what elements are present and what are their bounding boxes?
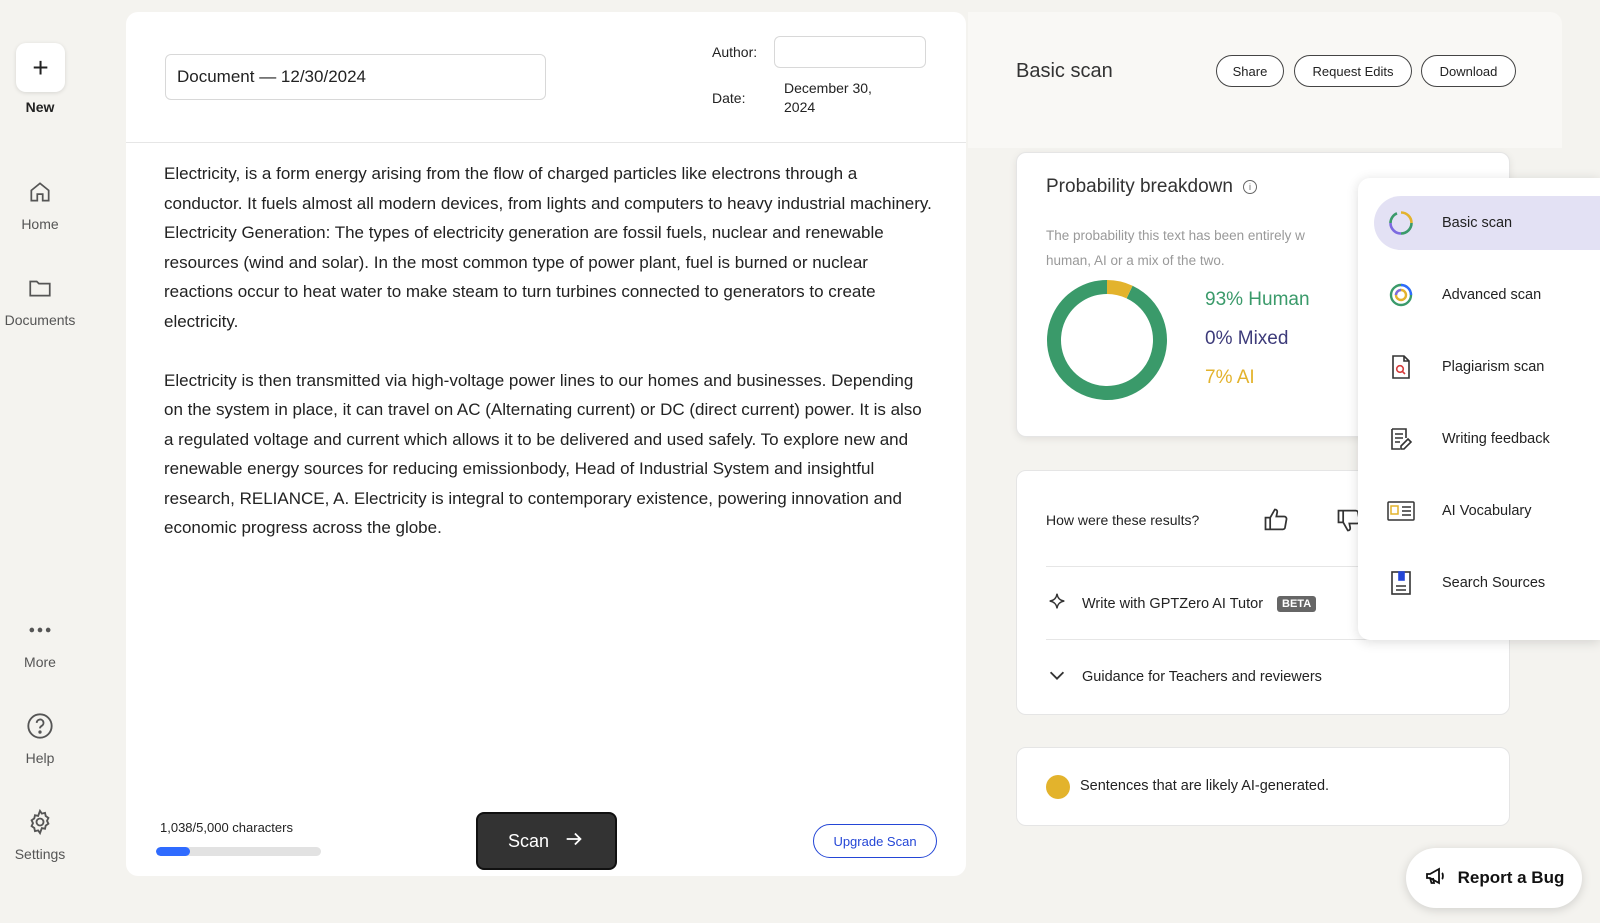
date-value: December 30, 2024 [784, 80, 872, 115]
dropdown-item-label: AI Vocabulary [1442, 503, 1532, 519]
document-paragraph: Electricity is then transmitted via high… [164, 370, 922, 538]
arrow-right-icon [563, 828, 585, 855]
dropdown-item-search-sources[interactable]: Search Sources [1374, 556, 1600, 610]
request-edits-button[interactable]: Request Edits [1294, 55, 1412, 87]
beta-badge: BETA [1277, 596, 1317, 612]
thumbs-up-icon[interactable] [1262, 506, 1290, 539]
basic-scan-icon [1374, 210, 1428, 236]
report-bug-button[interactable]: Report a Bug [1406, 848, 1582, 908]
probability-description-line: human, AI or a mix of the two. [1046, 253, 1225, 268]
guidance-label: Guidance for Teachers and reviewers [1082, 669, 1322, 685]
probability-title-text: Probability breakdown [1046, 176, 1233, 197]
download-button[interactable]: Download [1421, 55, 1516, 87]
dropdown-item-label: Plagiarism scan [1442, 359, 1545, 375]
folder-icon [26, 274, 54, 302]
document-title-input[interactable]: Document — 12/30/2024 [165, 54, 546, 100]
ai-vocabulary-icon [1374, 500, 1428, 522]
results-header: Basic scan Share Request Edits Download [968, 12, 1562, 148]
sidebar-item-more[interactable]: More [0, 616, 80, 670]
document-paragraph: Electricity, is a form energy arising fr… [164, 164, 932, 331]
probability-donut-chart [1047, 279, 1167, 400]
dropdown-item-ai-vocabulary[interactable]: AI Vocabulary [1374, 484, 1600, 538]
sidebar-item-label: Documents [4, 312, 76, 328]
megaphone-icon [1424, 864, 1448, 893]
dropdown-item-label: Advanced scan [1442, 287, 1542, 303]
report-bug-label: Report a Bug [1457, 868, 1565, 887]
sidebar-item-home[interactable]: Home [0, 178, 80, 232]
ai-tutor-link[interactable]: Write with GPTZero AI Tutor BETA [1046, 591, 1317, 617]
mixed-percentage: 0% Mixed [1205, 328, 1289, 349]
author-input[interactable] [774, 36, 926, 68]
ai-tutor-label: Write with GPTZero AI Tutor [1082, 596, 1264, 612]
editor-divider [126, 142, 966, 143]
sidebar-item-documents[interactable]: Documents [0, 274, 80, 328]
character-count: 1,038/5,000 characters [160, 820, 293, 835]
upgrade-scan-button[interactable]: Upgrade Scan [813, 824, 937, 858]
author-label: Author: [712, 44, 758, 60]
new-button[interactable]: + [16, 43, 65, 92]
scan-button-label: Scan [507, 830, 550, 851]
character-progress-fill [156, 847, 191, 856]
probability-title: Probability breakdown i [1046, 176, 1257, 198]
help-icon [26, 712, 54, 740]
sidebar-item-label: Help [25, 750, 55, 766]
home-icon [26, 178, 54, 206]
chevron-down-icon [1046, 664, 1068, 690]
editor-panel: Document — 12/30/2024 Author: Date: Dece… [126, 12, 966, 876]
gear-icon [26, 808, 54, 836]
donut-ai-segment [1047, 280, 1167, 400]
probability-description-line: The probability this text has been entir… [1046, 228, 1305, 243]
more-icon [26, 616, 54, 644]
writing-feedback-icon [1374, 426, 1428, 452]
feedback-divider [1046, 639, 1486, 640]
feedback-divider [1046, 566, 1486, 567]
donut-human-segment [1047, 279, 1167, 400]
sidebar-item-label: Home [21, 216, 59, 232]
sidebar: + New Home Documents More Help Settings [0, 0, 80, 923]
dropdown-item-label: Writing feedback [1442, 431, 1550, 447]
search-sources-icon [1374, 570, 1428, 596]
character-progress-bar [156, 847, 321, 856]
advanced-scan-icon [1374, 282, 1428, 308]
sidebar-item-label: More [24, 654, 56, 670]
dropdown-item-writing-feedback[interactable]: Writing feedback [1374, 412, 1600, 466]
plagiarism-icon [1374, 354, 1428, 380]
thumbs-down-icon[interactable] [1335, 506, 1363, 539]
legend-text: Sentences that are likely AI-generated. [1080, 778, 1330, 794]
sparkle-icon [1046, 591, 1068, 617]
document-text-area[interactable]: Electricity, is a form energy arising fr… [164, 159, 932, 572]
dropdown-item-advanced-scan[interactable]: Advanced scan [1374, 268, 1600, 322]
probability-description: The probability this text has been entir… [1046, 223, 1366, 273]
dropdown-item-basic-scan[interactable]: Basic scan [1374, 196, 1600, 250]
dropdown-item-label: Search Sources [1442, 575, 1546, 591]
info-icon[interactable]: i [1242, 180, 1257, 194]
ai-sentence-legend: Sentences that are likely AI-generated. [1016, 747, 1510, 826]
sidebar-item-label: Settings [14, 846, 66, 862]
new-label: New [25, 99, 55, 115]
share-button[interactable]: Share [1216, 55, 1284, 87]
date-label: Date: [712, 90, 746, 106]
sidebar-item-help[interactable]: Help [0, 712, 80, 766]
ai-highlight-dot [1046, 775, 1070, 799]
scan-type-dropdown: Basic scan Advanced scan Plagiarism scan… [1358, 178, 1600, 640]
scan-button[interactable]: Scan [476, 812, 617, 870]
dropdown-item-plagiarism-scan[interactable]: Plagiarism scan [1374, 340, 1600, 394]
scan-type-title[interactable]: Basic scan [1016, 60, 1113, 82]
plus-icon: + [32, 51, 49, 83]
ai-percentage: 7% AI [1205, 367, 1255, 388]
feedback-question: How were these results? [1046, 512, 1200, 528]
sidebar-item-settings[interactable]: Settings [0, 808, 80, 862]
dropdown-item-label: Basic scan [1442, 215, 1513, 231]
human-percentage: 93% Human [1205, 289, 1310, 310]
guidance-toggle[interactable]: Guidance for Teachers and reviewers [1046, 664, 1322, 690]
